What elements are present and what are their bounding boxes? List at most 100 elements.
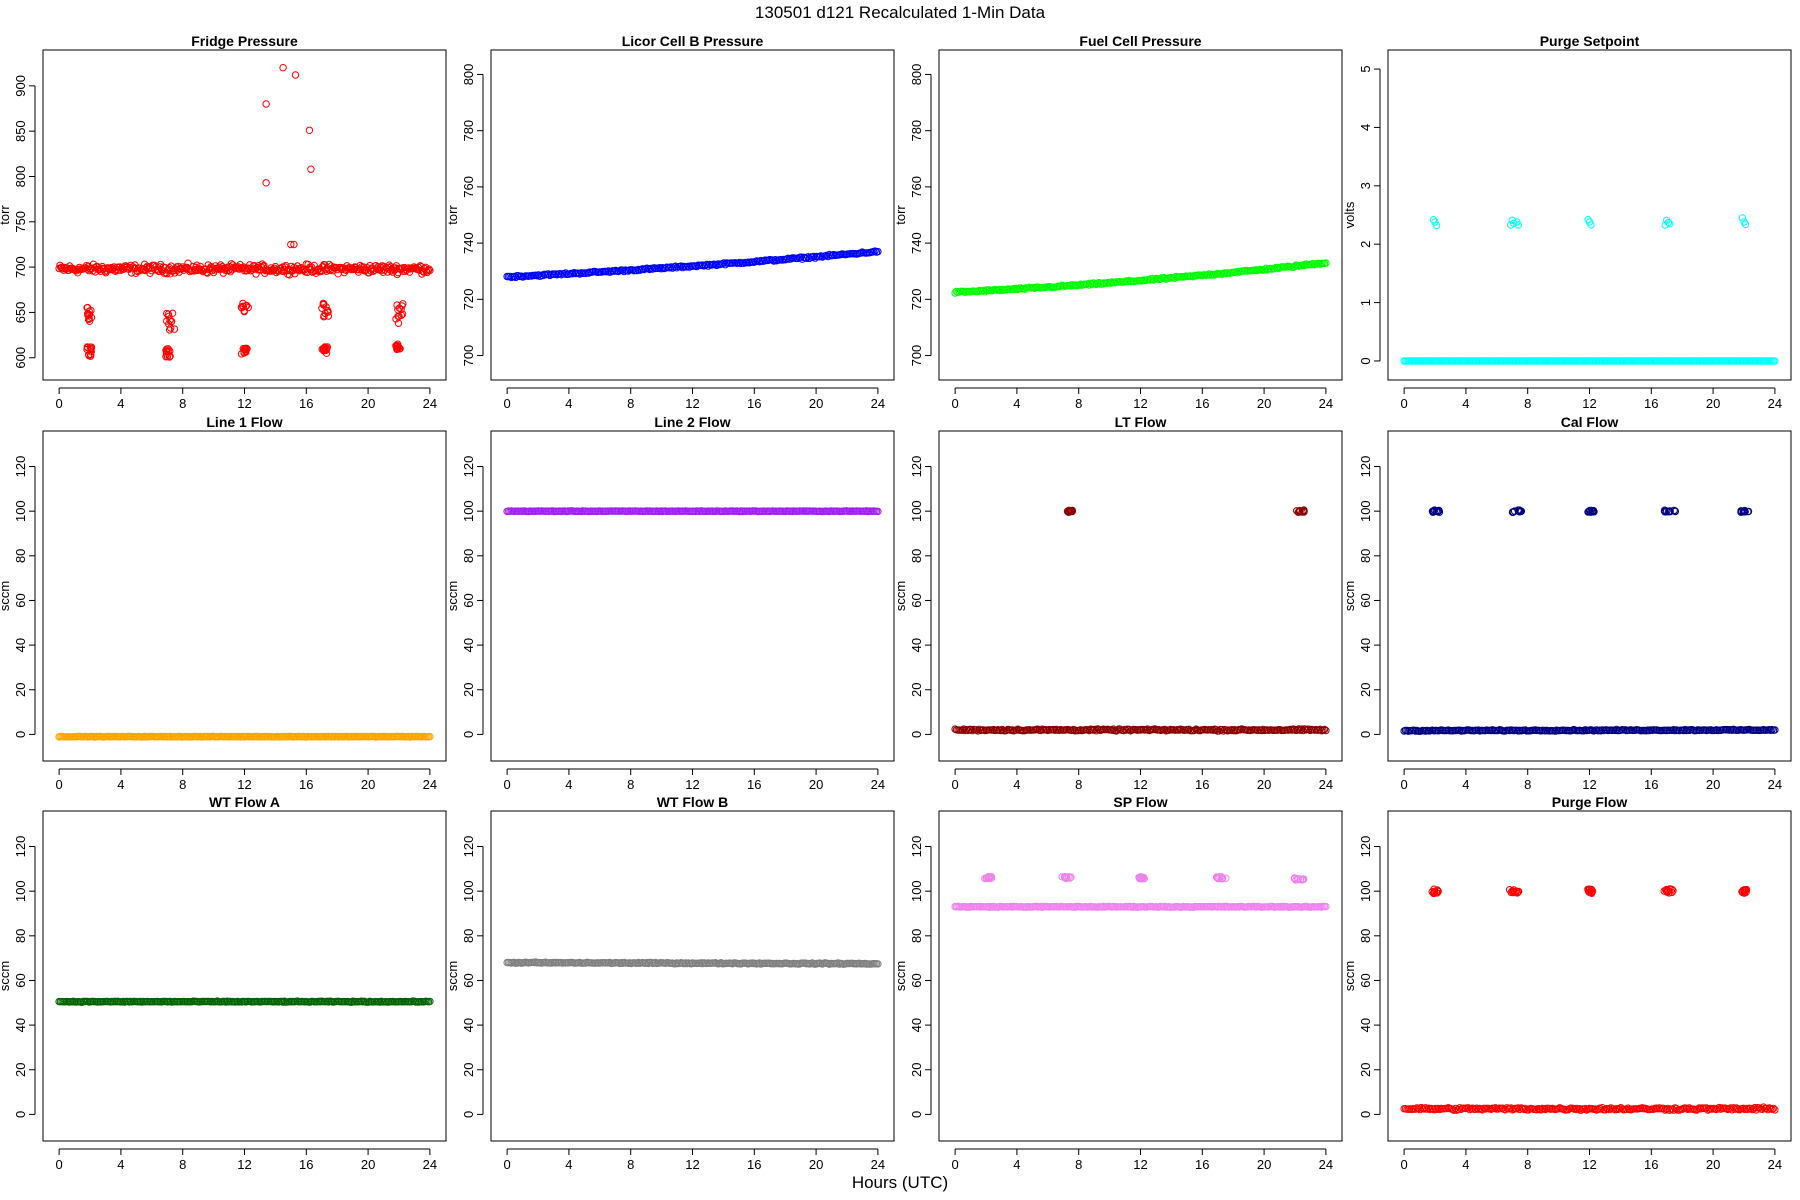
data-point — [280, 997, 289, 1005]
data-point — [242, 344, 250, 352]
data-point — [262, 100, 270, 108]
data-point — [770, 257, 778, 265]
data-point — [618, 266, 627, 274]
y-tick-label: 60 — [1358, 593, 1373, 607]
data-point — [1520, 1105, 1528, 1114]
data-point — [1203, 271, 1212, 279]
data-point — [1086, 279, 1095, 287]
x-tick-label: 8 — [1524, 396, 1531, 411]
panel-title: SP Flow — [1113, 794, 1167, 810]
y-tick-label: 800 — [909, 64, 924, 86]
y-tick-label: 720 — [461, 288, 476, 310]
data-point — [1717, 1105, 1725, 1113]
x-tick-label: 8 — [627, 777, 634, 792]
data-point — [85, 351, 93, 359]
x-tick-label: 16 — [299, 396, 313, 411]
x-tick-label: 24 — [871, 777, 885, 792]
data-point — [551, 270, 560, 278]
data-point — [1571, 1105, 1579, 1114]
data-point — [755, 959, 764, 967]
y-tick-label: 60 — [461, 593, 476, 607]
x-tick-label: 0 — [1401, 396, 1408, 411]
y-tick-label: 850 — [13, 120, 28, 142]
data-series — [503, 507, 882, 516]
data-point — [262, 179, 270, 187]
y-tick-label: 0 — [909, 731, 924, 738]
x-tick-label: 4 — [117, 1157, 124, 1172]
data-point — [1737, 507, 1746, 515]
data-point — [1430, 889, 1438, 897]
x-tick-label: 4 — [1013, 1157, 1020, 1172]
data-point — [1258, 726, 1266, 735]
x-tick-label: 20 — [1257, 1157, 1271, 1172]
x-tick-label: 16 — [299, 1157, 313, 1172]
data-point — [1076, 726, 1085, 734]
y-tick-label: 120 — [1358, 836, 1373, 858]
y-tick-label: 40 — [909, 1018, 924, 1032]
data-point — [874, 507, 882, 516]
x-tick-label: 12 — [685, 777, 699, 792]
y-axis-label: sccm — [893, 961, 908, 991]
data-point — [1084, 280, 1092, 288]
x-tick-label: 16 — [1195, 1157, 1209, 1172]
y-tick-label: 80 — [461, 929, 476, 943]
data-point — [1138, 277, 1146, 285]
x-tick-label: 0 — [952, 777, 959, 792]
x-tick-label: 16 — [1644, 1157, 1658, 1172]
y-tick-label: 0 — [1358, 1111, 1373, 1118]
data-point — [1067, 873, 1075, 881]
data-point — [1695, 1104, 1704, 1112]
data-series — [1400, 506, 1779, 735]
data-point — [960, 287, 968, 295]
y-tick-label: 20 — [13, 683, 28, 697]
data-series — [1400, 885, 1779, 1115]
data-point — [1068, 506, 1077, 515]
x-tick-label: 20 — [361, 1157, 375, 1172]
data-point — [1684, 1105, 1692, 1114]
y-tick-label: 20 — [1358, 683, 1373, 697]
data-point — [975, 725, 984, 733]
data-point — [1666, 507, 1674, 515]
data-point — [1320, 725, 1329, 734]
data-point — [782, 255, 791, 263]
data-point — [697, 959, 705, 967]
data-point — [1218, 875, 1226, 883]
data-point — [1577, 1106, 1585, 1114]
data-point — [1514, 506, 1522, 514]
data-point — [656, 264, 664, 272]
data-point — [807, 960, 815, 968]
data-series — [951, 873, 1330, 911]
data-point — [874, 960, 882, 968]
data-point — [1662, 1105, 1671, 1114]
plot-frame — [1387, 810, 1792, 1142]
data-point — [1551, 727, 1560, 735]
y-tick-label: 0 — [461, 1111, 476, 1118]
data-point — [1436, 1105, 1444, 1114]
y-tick-label: 80 — [13, 549, 28, 563]
data-point — [1142, 726, 1150, 734]
x-tick-label: 12 — [1133, 1157, 1147, 1172]
y-tick-label: 2 — [1358, 241, 1373, 248]
data-point — [1587, 221, 1595, 229]
data-point — [83, 343, 92, 351]
data-point — [1068, 726, 1076, 734]
data-point — [997, 726, 1005, 735]
x-tick-label: 24 — [423, 396, 437, 411]
data-point — [1517, 507, 1526, 515]
data-point — [244, 303, 253, 312]
data-point — [1573, 1104, 1581, 1113]
data-series — [503, 247, 882, 282]
x-tick-label: 20 — [361, 777, 375, 792]
data-point — [661, 264, 670, 272]
data-point — [1148, 274, 1156, 283]
data-point — [1037, 902, 1045, 911]
data-point — [1430, 888, 1439, 897]
data-point — [1232, 268, 1240, 276]
data-point — [972, 726, 981, 734]
data-point — [291, 71, 300, 79]
figure-x-axis-label: Hours (UTC) — [852, 1173, 948, 1192]
data-point — [1430, 1106, 1438, 1114]
data-point — [1410, 726, 1418, 734]
data-point — [320, 346, 328, 354]
panel-title: Line 2 Flow — [654, 414, 730, 430]
